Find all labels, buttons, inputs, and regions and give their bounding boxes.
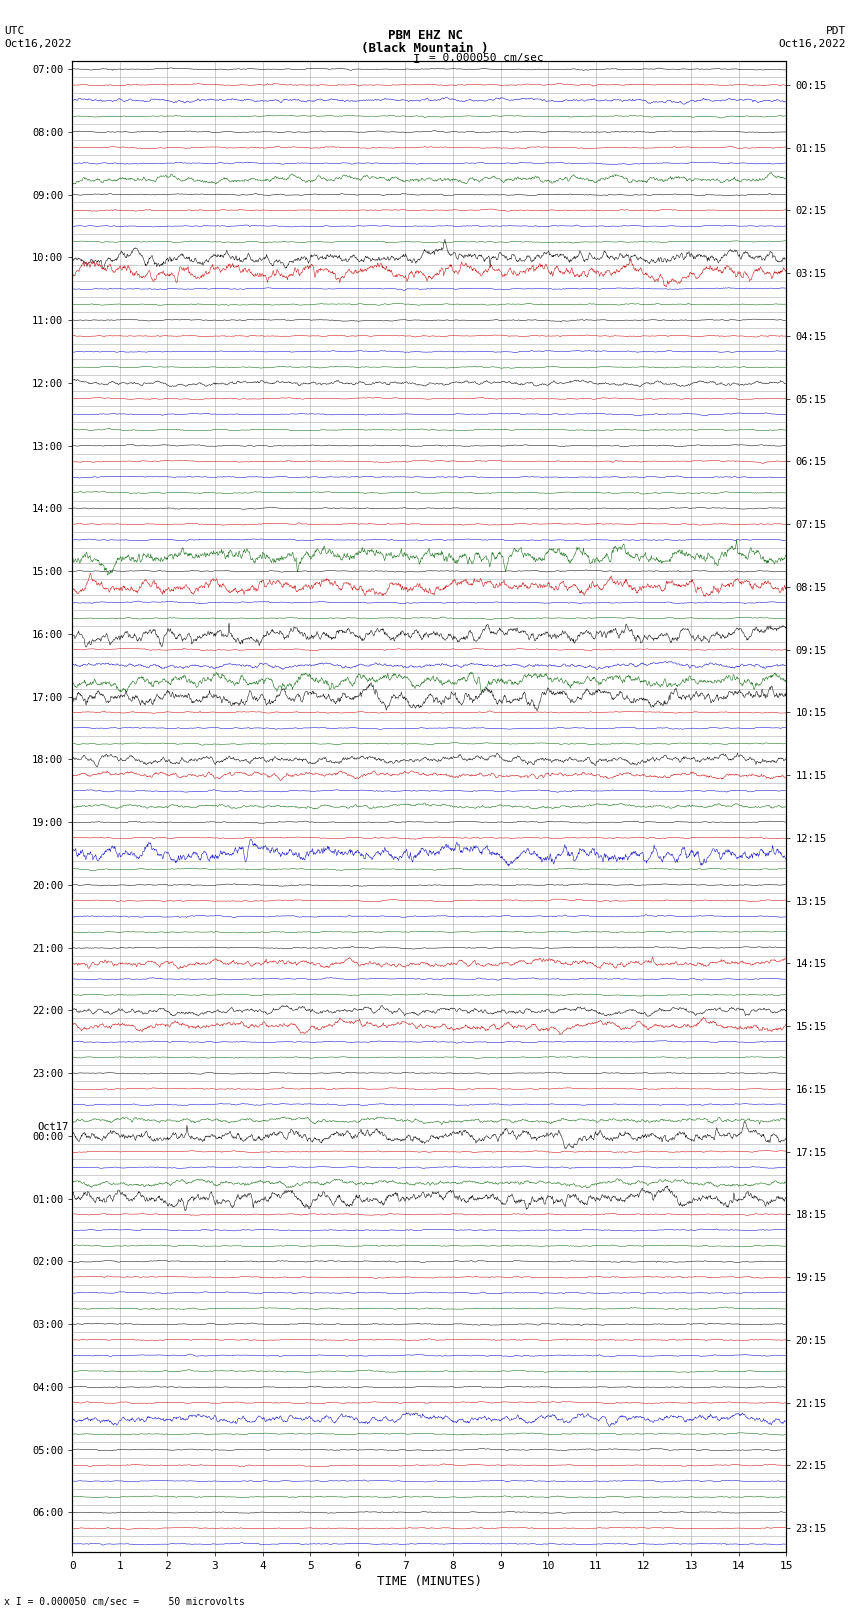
Text: = 0.000050 cm/sec: = 0.000050 cm/sec [429, 53, 544, 63]
Text: Oct16,2022: Oct16,2022 [779, 39, 846, 48]
Text: x I = 0.000050 cm/sec =     50 microvolts: x I = 0.000050 cm/sec = 50 microvolts [4, 1597, 245, 1607]
Text: I: I [413, 53, 420, 66]
Text: (Black Mountain ): (Black Mountain ) [361, 42, 489, 55]
Text: Oct16,2022: Oct16,2022 [4, 39, 71, 48]
Text: PDT: PDT [825, 26, 846, 35]
Text: Oct17: Oct17 [37, 1121, 69, 1132]
X-axis label: TIME (MINUTES): TIME (MINUTES) [377, 1574, 482, 1587]
Text: PBM EHZ NC: PBM EHZ NC [388, 29, 462, 42]
Text: UTC: UTC [4, 26, 25, 35]
